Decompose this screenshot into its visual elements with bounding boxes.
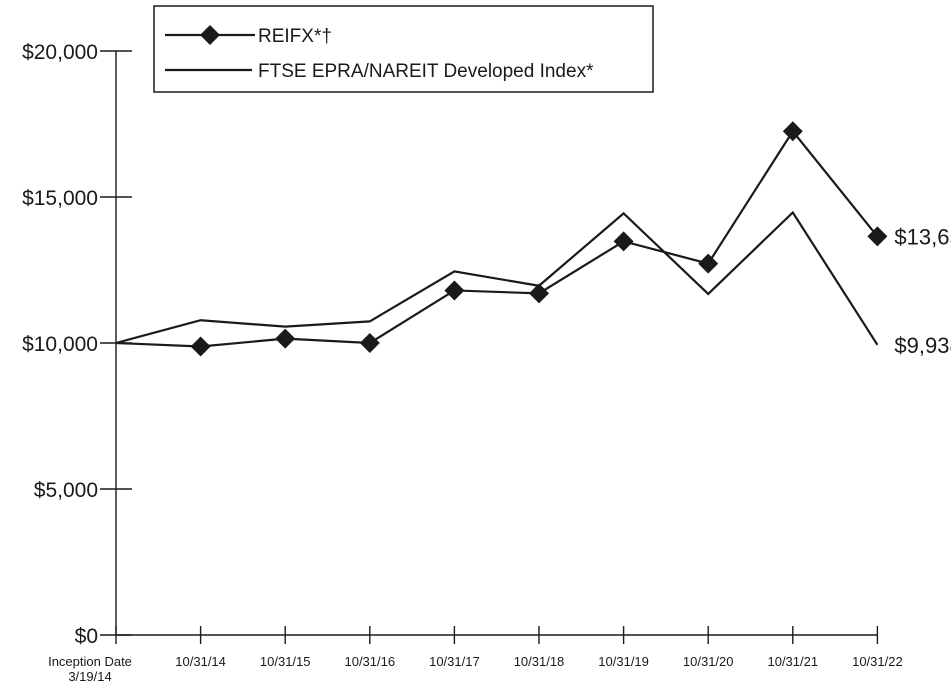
- end-value-label: $13,651: [894, 224, 951, 249]
- x-tick-label: 10/31/16: [344, 654, 395, 669]
- x-tick-label: 10/31/15: [260, 654, 311, 669]
- data-point-marker: [698, 253, 719, 274]
- x-tick-label: Inception Date 3/19/14: [48, 654, 132, 684]
- y-tick-label: $20,000: [22, 41, 98, 64]
- legend: REIFX*† FTSE EPRA/NAREIT Developed Index…: [153, 5, 654, 93]
- end-labels: $13,651 $9,938: [894, 224, 951, 357]
- y-tick-label: $0: [75, 625, 98, 648]
- x-tick-label: 10/31/18: [514, 654, 565, 669]
- end-value-label: $9,938: [894, 333, 951, 358]
- data-point-marker: [867, 226, 888, 247]
- data-point-marker: [190, 336, 211, 357]
- data-point-marker: [275, 328, 296, 349]
- legend-marker-reifx: [200, 25, 220, 45]
- data-point-marker: [529, 283, 549, 304]
- x-tick-label: 10/31/20: [683, 654, 734, 669]
- series-layer: [115, 121, 888, 357]
- x-tick-label: 10/31/19: [598, 654, 649, 669]
- data-point-marker: [359, 333, 380, 353]
- legend-label-reifx: REIFX*†: [258, 26, 332, 47]
- y-tick-label: $10,000: [22, 333, 98, 356]
- y-tick-label: $15,000: [22, 187, 98, 210]
- x-tick-label: 10/31/17: [429, 654, 480, 669]
- x-tick-label: 10/31/21: [767, 654, 818, 669]
- legend-box: [153, 5, 654, 93]
- y-tick-label: $5,000: [34, 479, 98, 502]
- x-tick-label: 10/31/22: [852, 654, 903, 669]
- legend-label-ftse: FTSE EPRA/NAREIT Developed Index*: [258, 61, 594, 82]
- data-point-marker: [444, 280, 465, 301]
- data-point-marker: [782, 121, 803, 142]
- x-tick-label: 10/31/14: [175, 654, 226, 669]
- series-line-0: [115, 129, 879, 348]
- axes: $0 $5,000 $10,000 $15,000 $20,000 Inception D…: [22, 41, 903, 684]
- series-line-1: [115, 210, 879, 346]
- data-point-marker: [613, 231, 634, 252]
